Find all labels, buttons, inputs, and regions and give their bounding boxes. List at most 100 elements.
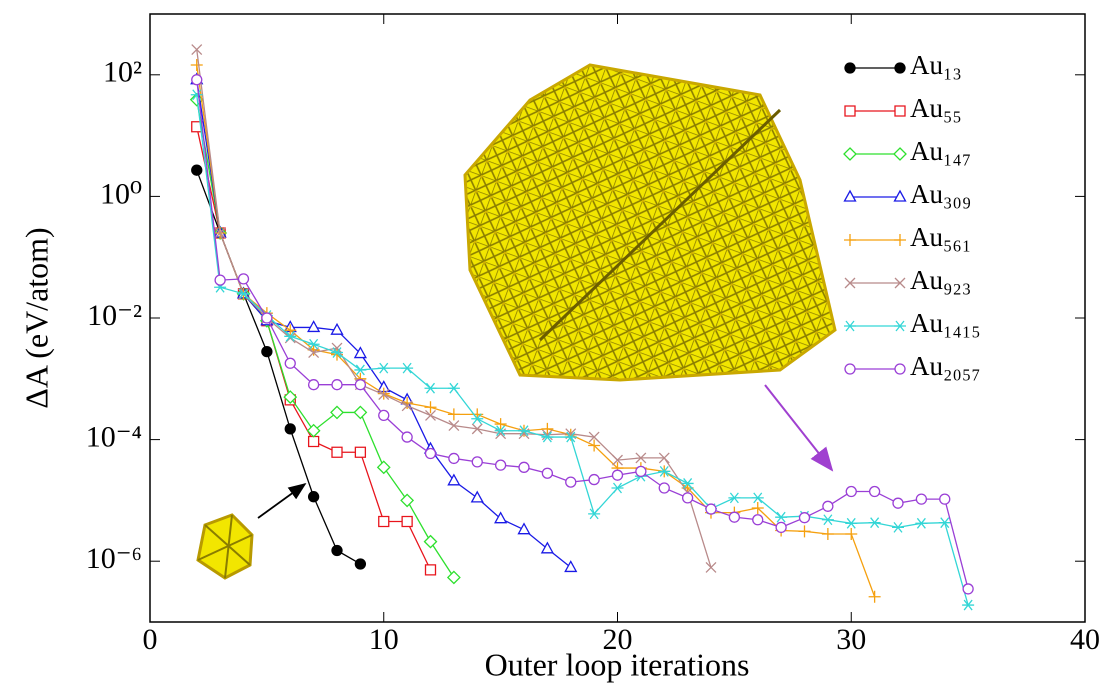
marker [728, 493, 740, 503]
marker [962, 600, 974, 610]
marker [262, 347, 272, 357]
legend-marker [895, 191, 906, 201]
marker [915, 518, 927, 528]
marker [402, 432, 412, 442]
marker [355, 380, 365, 390]
legend-marker [894, 321, 906, 331]
legend-marker [895, 63, 905, 73]
legend-marker [844, 234, 856, 246]
legend-marker [845, 191, 856, 201]
marker [565, 561, 576, 571]
marker [706, 504, 716, 514]
marker [823, 501, 833, 511]
marker [354, 406, 366, 418]
marker [845, 528, 857, 540]
marker [939, 518, 951, 528]
marker [893, 498, 903, 508]
marker [309, 437, 319, 447]
marker [729, 512, 739, 522]
marker [472, 492, 483, 502]
legend-label: Au₃₀₉ [910, 179, 971, 209]
marker [449, 453, 459, 463]
marker [799, 525, 811, 537]
marker [659, 483, 669, 493]
legend-marker [845, 364, 855, 374]
marker [332, 447, 342, 457]
large-cluster-image [465, 65, 835, 380]
legend-marker [895, 106, 905, 116]
marker [916, 494, 926, 504]
marker [869, 591, 881, 603]
marker [191, 59, 203, 71]
marker [285, 358, 295, 368]
marker [636, 466, 646, 476]
marker [542, 468, 552, 478]
series-line [197, 100, 454, 578]
legend-marker [845, 106, 855, 116]
x-tick-label: 40 [1070, 623, 1100, 656]
marker [308, 321, 319, 331]
marker [426, 449, 436, 459]
legend-label: Au₁₄₁₅ [910, 308, 981, 338]
x-tick-label: 20 [603, 623, 633, 656]
legend-label: Au₉₂₃ [910, 265, 971, 295]
y-tick-label: 10⁻² [87, 299, 142, 332]
marker [519, 462, 529, 472]
legend-label: Au₅₅ [910, 93, 962, 123]
marker [378, 461, 390, 473]
x-tick-label: 30 [836, 623, 866, 656]
marker [355, 559, 365, 569]
marker [262, 313, 272, 323]
marker [496, 460, 506, 470]
marker [215, 275, 225, 285]
marker [472, 457, 482, 467]
marker [542, 543, 553, 553]
legend-marker [894, 234, 906, 246]
marker [379, 516, 389, 526]
marker [332, 545, 342, 555]
marker [402, 516, 412, 526]
x-tick-label: 10 [369, 623, 399, 656]
marker [378, 363, 390, 373]
marker [332, 380, 342, 390]
marker [800, 513, 810, 523]
marker [448, 383, 460, 393]
marker [309, 380, 319, 390]
marker [613, 470, 623, 480]
marker [355, 447, 365, 457]
marker [753, 515, 763, 525]
pointer-arrow [765, 385, 832, 470]
marker [776, 522, 786, 532]
marker [846, 487, 856, 497]
chart: Outer loop iterations ΔA (eV/atom) 01020… [0, 0, 1101, 694]
legend-marker [844, 148, 856, 160]
marker [239, 274, 249, 284]
y-tick-label: 10⁻⁶ [86, 542, 142, 575]
marker [519, 524, 530, 534]
marker [870, 487, 880, 497]
marker [448, 408, 460, 420]
y-axis-label: ΔA (eV/atom) [18, 227, 54, 408]
marker [589, 475, 599, 485]
marker [566, 477, 576, 487]
x-tick-label: 0 [143, 623, 158, 656]
marker [426, 565, 436, 575]
marker [822, 528, 834, 540]
marker [401, 494, 413, 506]
marker [845, 518, 857, 528]
legend-marker [895, 364, 905, 374]
marker [192, 75, 202, 85]
marker [822, 515, 834, 525]
marker [425, 536, 437, 548]
marker [588, 509, 600, 519]
marker [612, 483, 624, 493]
small-cluster-image [198, 515, 252, 578]
marker [963, 584, 973, 594]
legend-marker [845, 63, 855, 73]
y-tick-label: 10⁻⁴ [86, 420, 142, 453]
legend-label: Au₁₄₇ [910, 136, 971, 166]
marker [683, 493, 693, 503]
legend-label: Au₂₀₅₇ [910, 351, 981, 381]
marker [495, 513, 506, 523]
marker [869, 518, 881, 528]
